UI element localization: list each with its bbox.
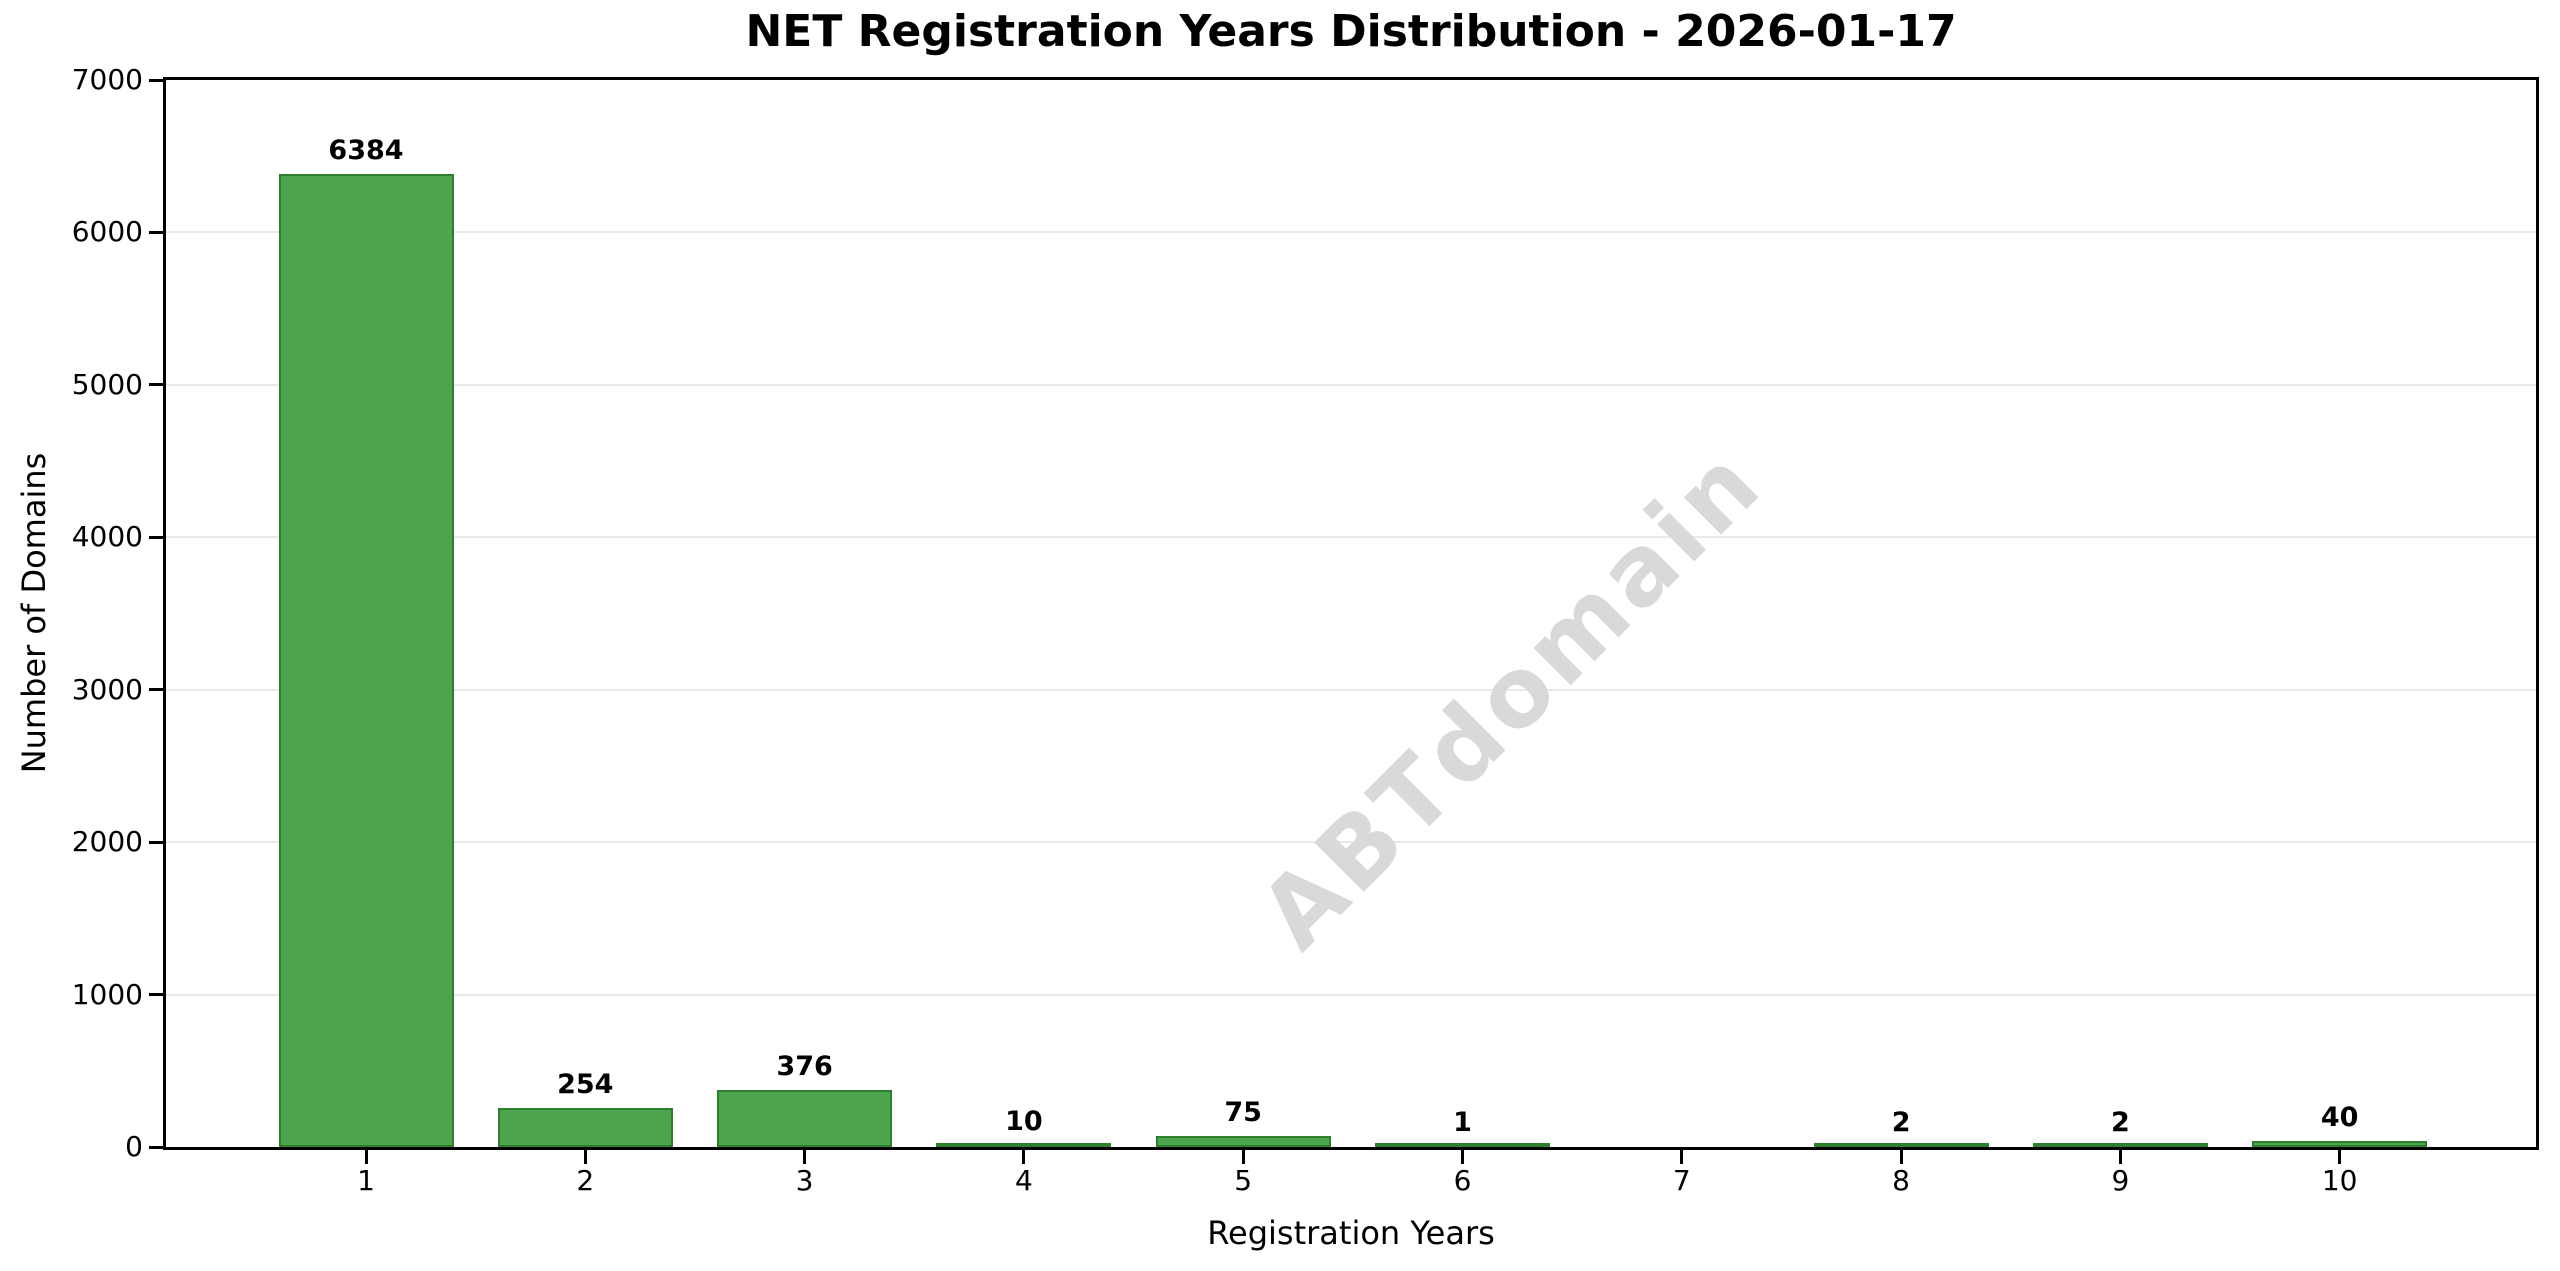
y-axis-label: Number of Domains bbox=[15, 452, 53, 774]
bar-year-9 bbox=[2032, 1143, 2208, 1147]
bar-year-4 bbox=[936, 1143, 1112, 1147]
bar-year-8 bbox=[1813, 1143, 1989, 1147]
bar-year-3 bbox=[717, 1089, 893, 1147]
y-tick-label-7000: 7000 bbox=[71, 63, 143, 96]
y-tick-mark-0 bbox=[149, 1145, 163, 1149]
x-tick-mark-4 bbox=[1022, 1150, 1026, 1164]
bar-value-label-year-1: 6384 bbox=[328, 134, 404, 166]
gridline-y-1000 bbox=[166, 993, 2536, 996]
x-tick-mark-1 bbox=[364, 1150, 368, 1164]
y-tick-mark-4000 bbox=[149, 535, 163, 539]
bar-value-label-year-5: 75 bbox=[1224, 1096, 1262, 1128]
x-tick-label-5: 5 bbox=[1234, 1164, 1253, 1197]
gridline-y-2000 bbox=[166, 841, 2536, 844]
x-tick-label-10: 10 bbox=[2321, 1164, 2358, 1197]
chart-title: NET Registration Years Distribution - 20… bbox=[745, 6, 1957, 57]
x-tick-mark-8 bbox=[1899, 1150, 1903, 1164]
y-tick-mark-6000 bbox=[149, 230, 163, 234]
y-tick-label-3000: 3000 bbox=[71, 672, 143, 706]
bar-value-label-year-6: 1 bbox=[1453, 1107, 1472, 1138]
x-tick-label-1: 1 bbox=[357, 1164, 375, 1197]
x-tick-mark-6 bbox=[1461, 1150, 1464, 1164]
x-tick-label-6: 6 bbox=[1453, 1164, 1472, 1197]
gridline-y-6000 bbox=[166, 231, 2536, 234]
bar-value-label-year-9: 2 bbox=[2110, 1107, 2130, 1138]
bar-year-1 bbox=[278, 173, 454, 1147]
x-tick-label-2: 2 bbox=[576, 1164, 595, 1197]
watermark-text: ABTdomain bbox=[1238, 425, 1784, 971]
y-tick-label-0: 0 bbox=[125, 1130, 143, 1163]
y-tick-mark-3000 bbox=[149, 688, 163, 692]
y-tick-label-2000: 2000 bbox=[71, 825, 143, 859]
x-tick-mark-2 bbox=[583, 1150, 587, 1164]
x-tick-mark-7 bbox=[1680, 1150, 1684, 1164]
x-tick-mark-5 bbox=[1241, 1150, 1245, 1164]
bar-value-label-year-4: 10 bbox=[1005, 1106, 1043, 1138]
bar-value-label-year-8: 2 bbox=[1891, 1107, 1911, 1138]
bar-value-label-year-3: 376 bbox=[776, 1050, 833, 1082]
gridline-y-5000 bbox=[166, 383, 2536, 386]
x-tick-label-8: 8 bbox=[1892, 1164, 1911, 1197]
x-tick-mark-3 bbox=[803, 1150, 807, 1164]
y-tick-mark-1000 bbox=[149, 993, 163, 997]
bar-year-2 bbox=[497, 1108, 673, 1147]
y-tick-label-1000: 1000 bbox=[71, 977, 143, 1011]
y-tick-label-4000: 4000 bbox=[71, 520, 143, 554]
x-tick-label-7: 7 bbox=[1672, 1164, 1691, 1197]
x-tick-label-9: 9 bbox=[2111, 1164, 2130, 1197]
gridline-y-4000 bbox=[166, 536, 2536, 539]
x-tick-label-4: 4 bbox=[1014, 1164, 1033, 1197]
x-tick-label-3: 3 bbox=[795, 1164, 814, 1197]
y-tick-mark-5000 bbox=[149, 383, 163, 387]
bar-value-label-year-2: 254 bbox=[557, 1069, 614, 1101]
bar-year-6 bbox=[1375, 1143, 1550, 1147]
bar-year-10 bbox=[2252, 1140, 2428, 1147]
x-tick-mark-9 bbox=[2118, 1150, 2122, 1164]
bar-value-label-year-10: 40 bbox=[2320, 1101, 2359, 1133]
gridline-y-3000 bbox=[166, 688, 2536, 691]
y-tick-label-6000: 6000 bbox=[71, 215, 143, 249]
x-axis-label: Registration Years bbox=[1207, 1214, 1495, 1252]
x-tick-mark-10 bbox=[2338, 1150, 2342, 1164]
y-tick-mark-2000 bbox=[149, 840, 163, 844]
y-tick-mark-7000 bbox=[149, 78, 163, 82]
y-tick-label-5000: 5000 bbox=[71, 367, 143, 401]
plot-area: ABTdomain 6384 254 376 10 75 1 2 2 40 bbox=[163, 77, 2539, 1150]
bar-year-5 bbox=[1155, 1135, 1331, 1147]
